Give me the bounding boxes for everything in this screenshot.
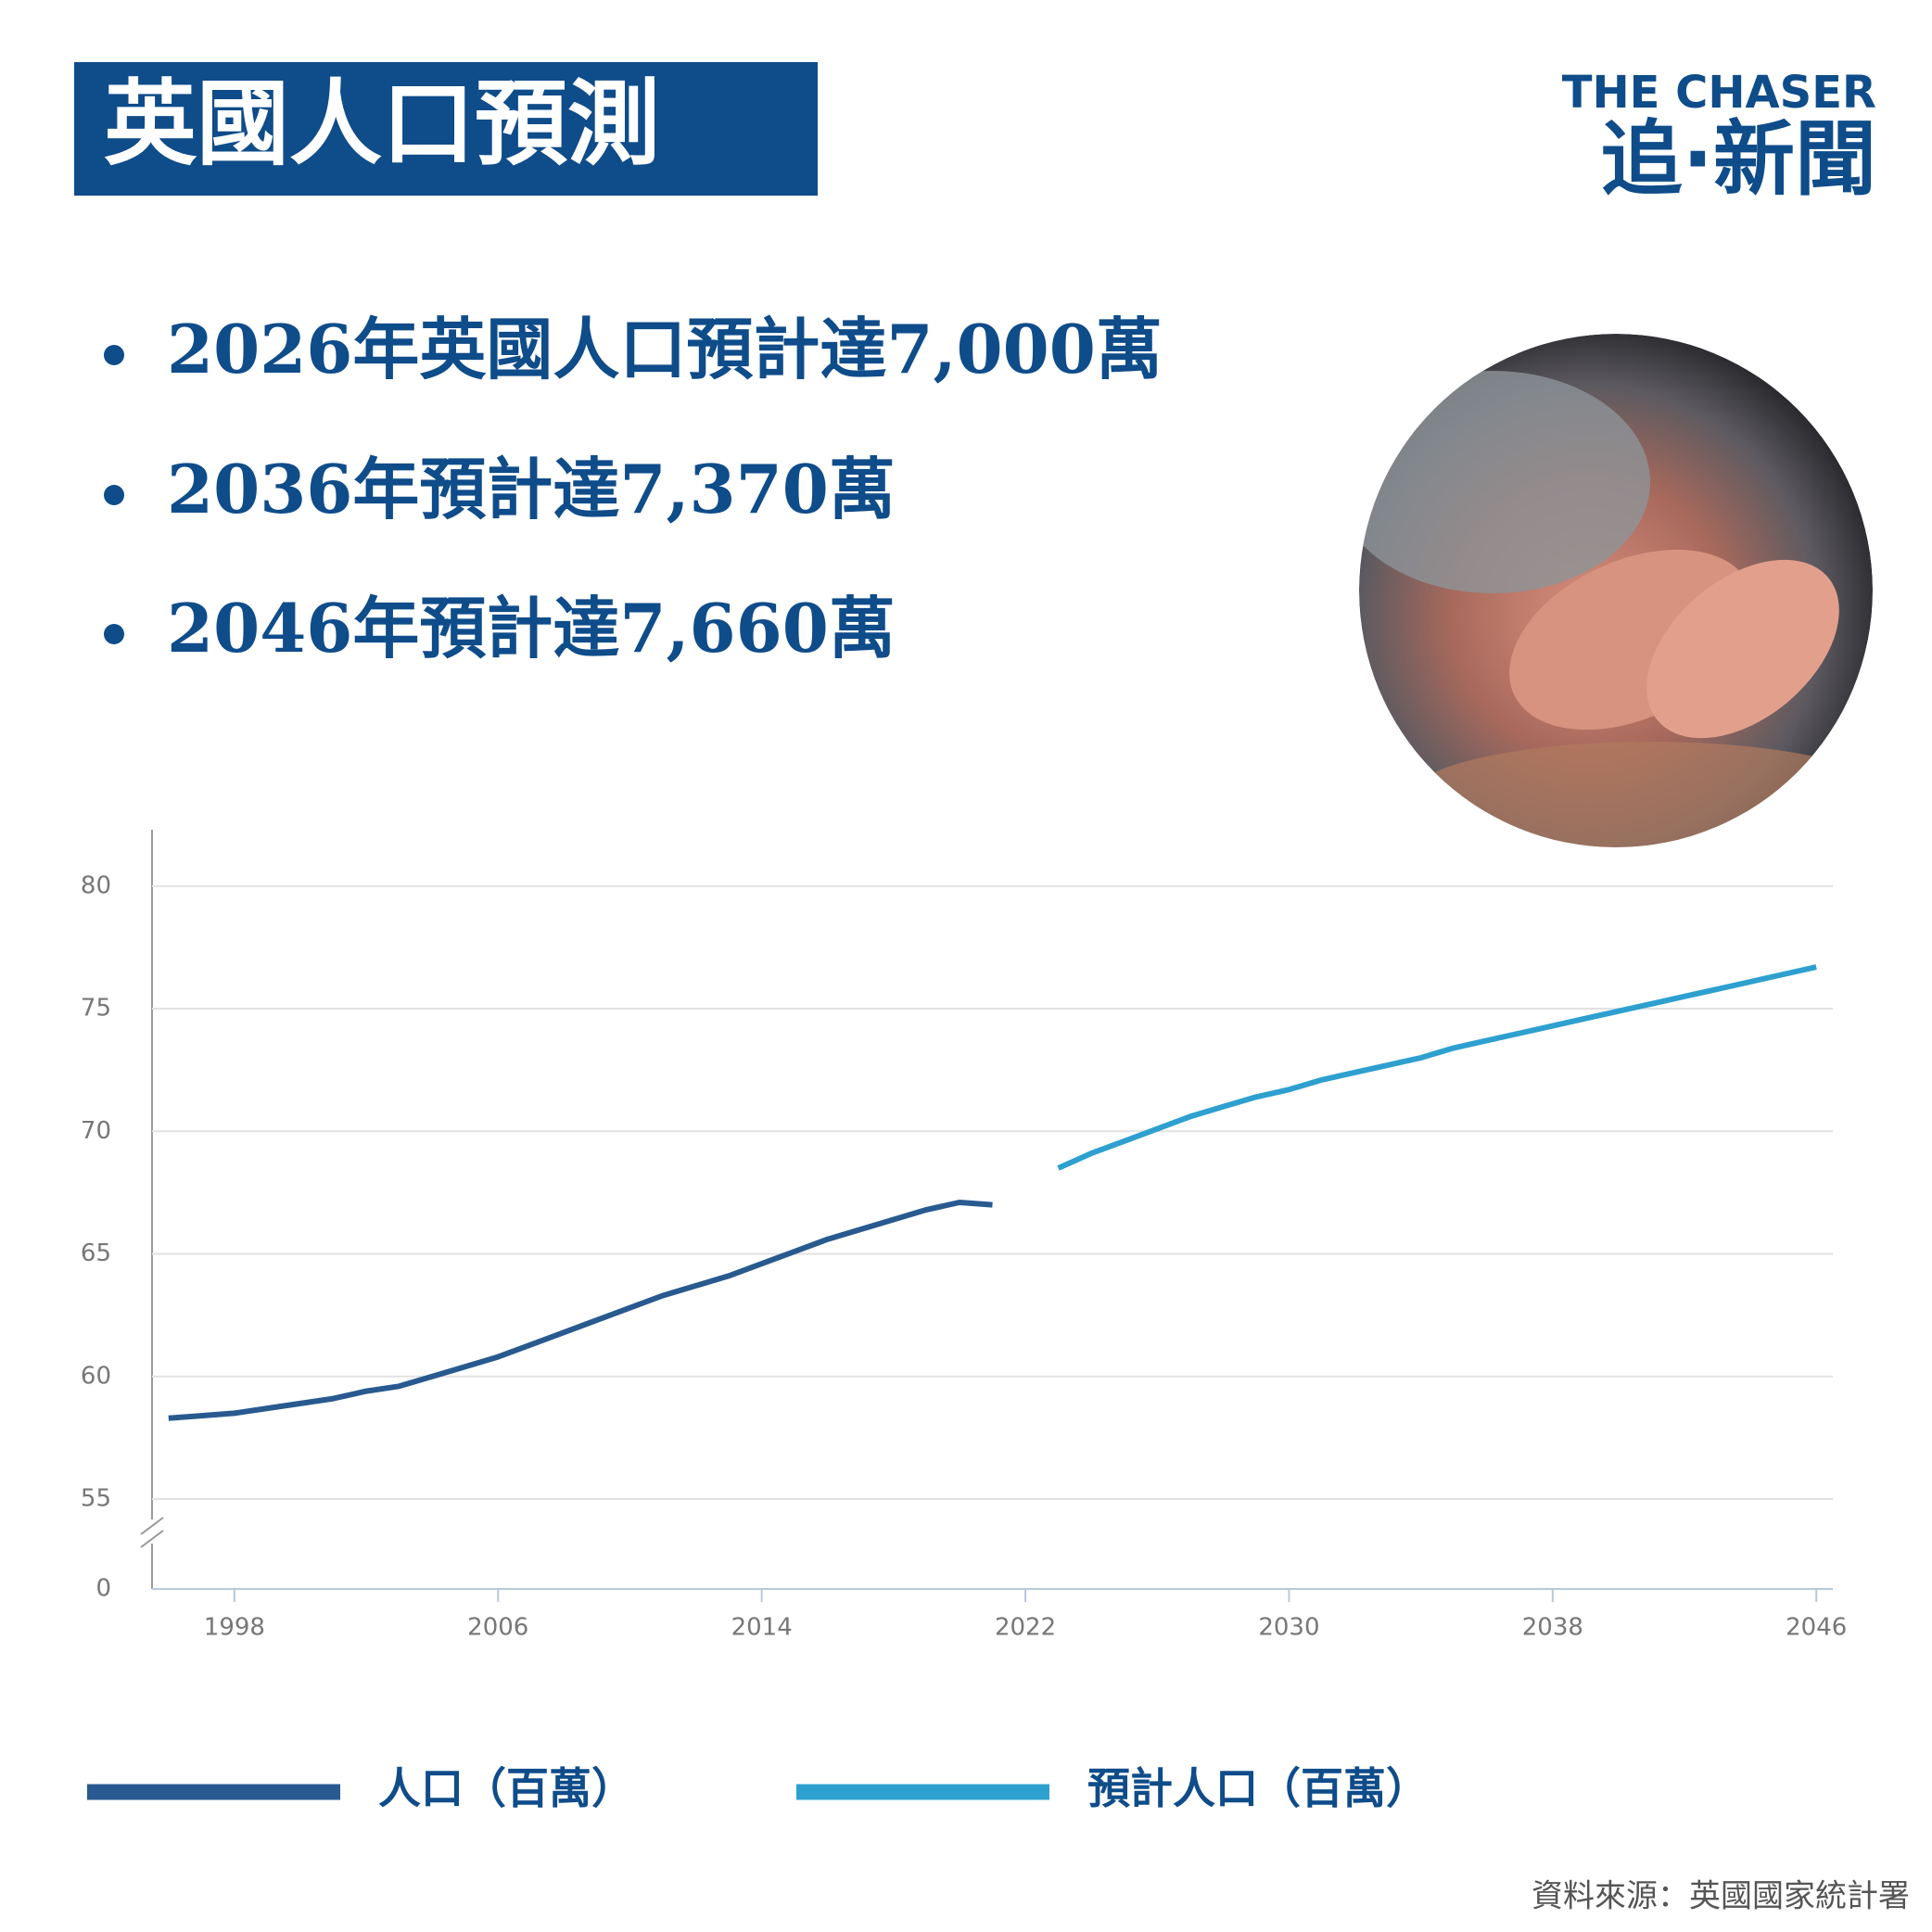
bullet-dot xyxy=(104,485,124,505)
x-tick-label: 2014 xyxy=(731,1614,793,1642)
bullet-dot xyxy=(104,624,124,644)
series-line xyxy=(1057,964,1817,1171)
x-tick-label: 2030 xyxy=(1258,1614,1319,1642)
photo xyxy=(1359,334,1873,847)
legend-label: 預計人口（百萬） xyxy=(1087,1763,1429,1813)
bullet: 2046年預計達7,660萬 xyxy=(167,589,896,667)
bullet: 2036年預計達7,370萬 xyxy=(167,450,896,528)
bullet-list: 2026年英國人口預計達7,000萬 2036年預計達7,370萬 2046年預… xyxy=(104,310,1163,667)
y-tick-label: 60 xyxy=(81,1362,111,1390)
x-tick-label: 2022 xyxy=(995,1614,1056,1642)
legend-label: 人口（百萬） xyxy=(378,1763,634,1813)
x-tick-label: 1998 xyxy=(204,1614,265,1642)
chart: 0 55 60 65 70 75 80 1998 2006 2014 2022 2030 2038 204… xyxy=(81,830,1847,1813)
y-tick-label: 70 xyxy=(81,1117,111,1145)
y-tick-label: 65 xyxy=(81,1239,111,1267)
series-line xyxy=(168,1200,993,1421)
source: 資料來源：英國國家統計署 xyxy=(1532,1878,1910,1915)
bullet-dot xyxy=(104,345,124,365)
x-tick-label: 2046 xyxy=(1786,1614,1847,1642)
y-tick-label: 80 xyxy=(81,871,111,899)
x-tick-label: 2006 xyxy=(467,1614,528,1642)
bullet: 2026年英國人口預計達7,000萬 xyxy=(167,310,1163,388)
logo-bottom: 追·新聞 xyxy=(1601,111,1876,207)
title-box xyxy=(74,62,818,196)
y-tick-label: 0 xyxy=(95,1575,111,1603)
y-tick-label: 55 xyxy=(81,1485,111,1513)
axis-break xyxy=(140,1530,164,1548)
title: 英國人口預測 xyxy=(104,69,660,178)
logo-top: THE CHASER xyxy=(1562,67,1876,119)
axis-break xyxy=(140,1517,164,1535)
x-tick-label: 2038 xyxy=(1522,1614,1583,1642)
y-tick-label: 75 xyxy=(81,995,111,1023)
